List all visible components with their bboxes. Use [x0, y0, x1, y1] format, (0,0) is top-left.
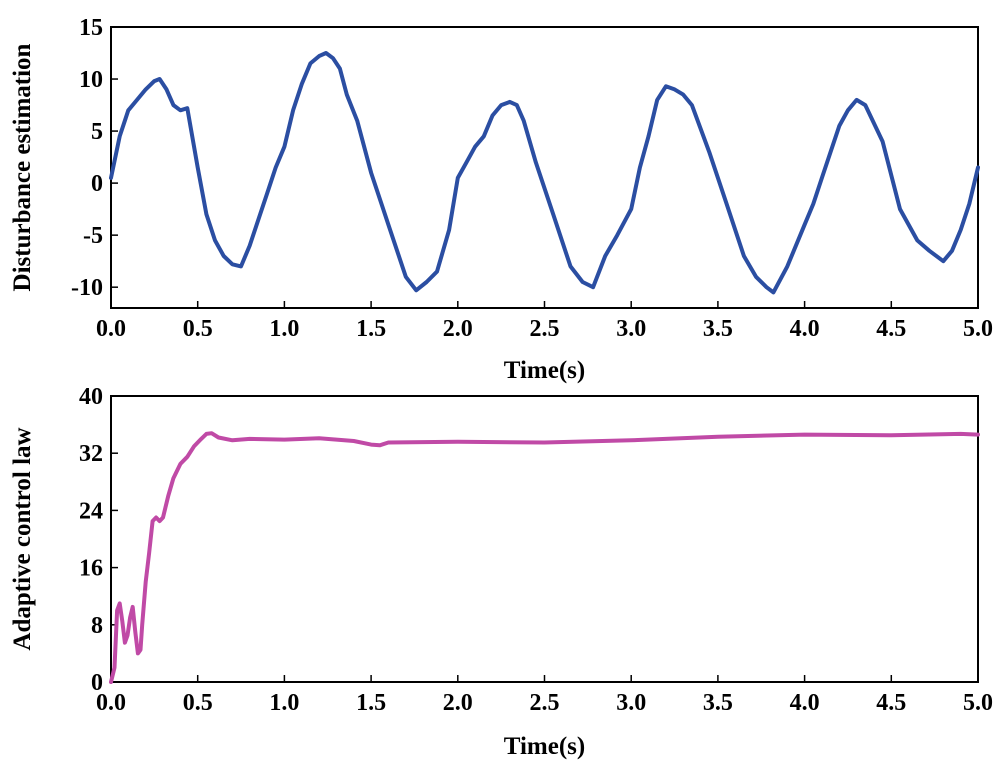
x-tick-label: 3.5 — [703, 690, 733, 716]
adaptive-control-chart: 0.0 0.5 1.0 1.5 2.0 2.5 3.0 3.5 4.0 4.5 5.0 0 8 16 24 3… — [9, 384, 993, 760]
x-tick-label: 1.0 — [269, 690, 299, 716]
x-axis-title: Time(s) — [504, 733, 585, 760]
x-tick-label: 2.0 — [443, 316, 473, 342]
x-tick-label: 2.5 — [530, 316, 560, 342]
y-tick-label: 0 — [91, 171, 103, 197]
y-tick-label: 0 — [91, 670, 103, 696]
x-tick-label: 4.5 — [876, 316, 906, 342]
y-tick-label: 15 — [79, 15, 103, 41]
y-tick-label: 32 — [79, 441, 103, 467]
x-tick-label: 4.5 — [876, 690, 906, 716]
x-tick-label: 0.0 — [96, 316, 126, 342]
y-tick-label: -10 — [71, 275, 103, 301]
x-tick-label: 3.0 — [616, 690, 646, 716]
x-tick-label: 5.0 — [963, 316, 993, 342]
y-tick-label: 10 — [79, 67, 103, 93]
x-tick-label: 1.5 — [356, 690, 386, 716]
y-tick-label: -5 — [83, 223, 103, 249]
y-tick-label: 40 — [79, 384, 103, 410]
x-axis-title: Time(s) — [504, 357, 585, 384]
x-tick-label: 0.5 — [183, 316, 213, 342]
x-tick-label: 3.5 — [703, 316, 733, 342]
x-tick-label: 4.0 — [790, 690, 820, 716]
y-tick-label: 5 — [91, 119, 103, 145]
x-tick-label: 0.0 — [96, 690, 126, 716]
y-axis-title: Adaptive control law — [9, 427, 36, 650]
y-axis-title: Disturbance estimation — [9, 43, 36, 291]
x-tick-label: 0.5 — [183, 690, 213, 716]
y-tick-label: 8 — [91, 613, 103, 639]
y-tick-label: 16 — [79, 556, 103, 582]
x-tick-label: 4.0 — [790, 316, 820, 342]
x-tick-label: 2.5 — [530, 690, 560, 716]
x-tick-label: 3.0 — [616, 316, 646, 342]
series-line — [109, 431, 980, 684]
x-tick-label: 2.0 — [443, 690, 473, 716]
disturbance-chart: 0.0 0.5 1.0 1.5 2.0 2.5 3.0 3.5 4.0 4.5 5.0 -10 -5 0 5… — [9, 15, 993, 384]
x-tick-label: 1.0 — [269, 316, 299, 342]
series-line — [109, 51, 980, 295]
x-tick-label: 5.0 — [963, 690, 993, 716]
x-tick-label: 1.5 — [356, 316, 386, 342]
y-tick-label: 24 — [79, 498, 103, 524]
